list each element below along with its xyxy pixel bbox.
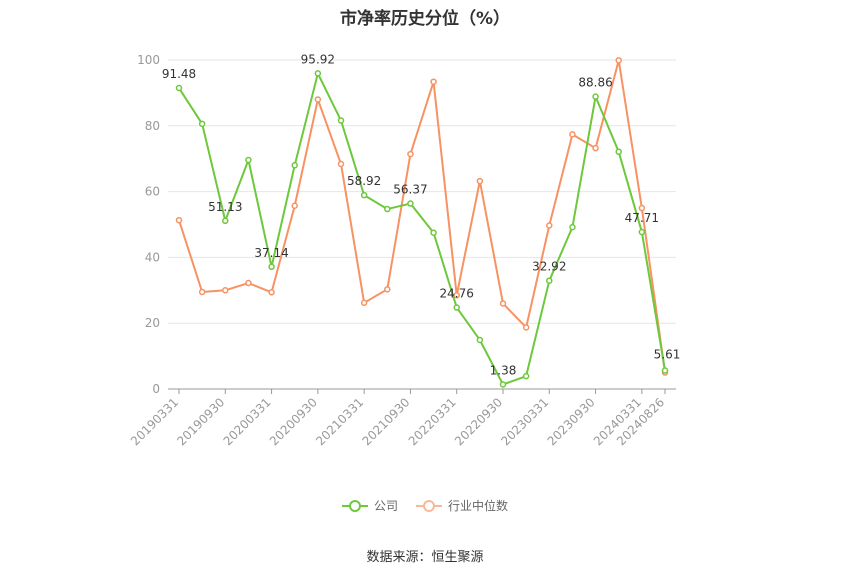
legend-item-company[interactable]: 公司	[341, 497, 398, 514]
data-point	[360, 299, 368, 307]
y-tick-label: 60	[145, 185, 160, 199]
y-tick-label: 80	[145, 119, 160, 133]
data-point	[499, 300, 507, 307]
data-point	[407, 200, 414, 207]
x-tick-label: 20200930	[267, 395, 320, 448]
series-group	[175, 57, 669, 388]
data-label: 24.76	[440, 287, 474, 301]
legend-swatch-industry-median	[416, 499, 442, 513]
data-point	[198, 120, 206, 128]
x-tick-label: 20200331	[221, 395, 274, 448]
x-tick-label: 20190930	[174, 395, 227, 448]
data-point	[384, 205, 391, 213]
data-label: 88.86	[578, 76, 612, 90]
y-tick-label: 40	[145, 250, 160, 264]
data-point	[291, 202, 298, 209]
data-point	[546, 222, 553, 229]
x-tick-label: 20220930	[452, 395, 505, 448]
data-point	[360, 191, 368, 199]
data-point	[476, 336, 484, 344]
series-line-1	[178, 59, 666, 373]
data-point	[615, 148, 622, 156]
data-point	[453, 291, 460, 299]
data-point	[268, 289, 275, 296]
data-point	[245, 156, 252, 164]
data-label: 56.37	[393, 183, 427, 197]
series-line-0	[178, 72, 666, 386]
data-point	[384, 286, 391, 293]
data-point	[592, 144, 599, 152]
y-tick-label: 0	[152, 382, 160, 396]
x-tick-label: 20230930	[545, 395, 598, 448]
data-point	[291, 162, 298, 169]
legend-label-industry-median: 行业中位数	[448, 499, 509, 513]
legend-item-industry-median[interactable]: 行业中位数	[416, 497, 508, 514]
data-label: 47.71	[625, 211, 659, 225]
data-point	[314, 96, 322, 103]
chart-title: 市净率历史分位（%）	[339, 9, 511, 29]
data-label: 37.14	[254, 246, 288, 260]
data-point	[546, 277, 553, 284]
data-point	[198, 288, 206, 296]
data-label: 51.13	[208, 200, 242, 214]
data-point	[314, 70, 322, 77]
data-point	[638, 228, 646, 236]
data-point	[430, 78, 437, 85]
data-point	[638, 204, 646, 212]
legend-label-company: 公司	[373, 499, 398, 513]
data-point	[522, 372, 530, 380]
x-tick-label: 20190331	[128, 395, 181, 448]
data-label: 91.48	[162, 67, 196, 81]
data-point	[661, 367, 669, 374]
data-point	[175, 84, 183, 92]
data-point	[522, 324, 530, 331]
y-tick-labels: 0 20 40 60 80 100	[137, 53, 160, 396]
data-label: 58.92	[347, 174, 381, 188]
data-point	[569, 223, 576, 231]
data-point	[268, 263, 275, 271]
x-axis: 2019033120190930202003312020093020210331…	[128, 388, 676, 448]
data-point	[430, 229, 437, 236]
data-point	[222, 217, 229, 225]
data-point	[222, 287, 229, 294]
y-tick-label: 20	[145, 316, 160, 330]
data-source: 数据来源：恒生聚源	[366, 550, 484, 565]
y-tick-label: 100	[137, 53, 160, 67]
data-label-last: 5.61	[654, 348, 681, 362]
data-labels: 91.48 51.13 37.14 95.92 58.92 56.37 24.76 1.38 3…	[162, 52, 681, 377]
x-tick-label: 20220331	[406, 395, 459, 448]
data-label: 1.38	[490, 363, 517, 377]
x-tick-label: 20230331	[498, 395, 551, 448]
x-tick-label: 20210930	[359, 395, 412, 448]
data-point	[569, 131, 576, 138]
x-tick-label: 20210331	[313, 395, 366, 448]
data-label: 95.92	[301, 52, 335, 66]
legend: 公司 行业中位数	[0, 497, 850, 514]
data-point	[337, 160, 345, 168]
data-point	[453, 304, 460, 311]
legend-swatch-company	[341, 499, 368, 513]
data-point	[245, 279, 252, 287]
data-point	[592, 93, 599, 100]
data-label: 32.92	[532, 260, 566, 274]
data-point	[476, 177, 484, 185]
data-point	[499, 381, 507, 388]
data-point	[615, 57, 622, 64]
data-point	[175, 216, 183, 224]
data-point	[337, 117, 345, 124]
data-point	[407, 150, 414, 158]
